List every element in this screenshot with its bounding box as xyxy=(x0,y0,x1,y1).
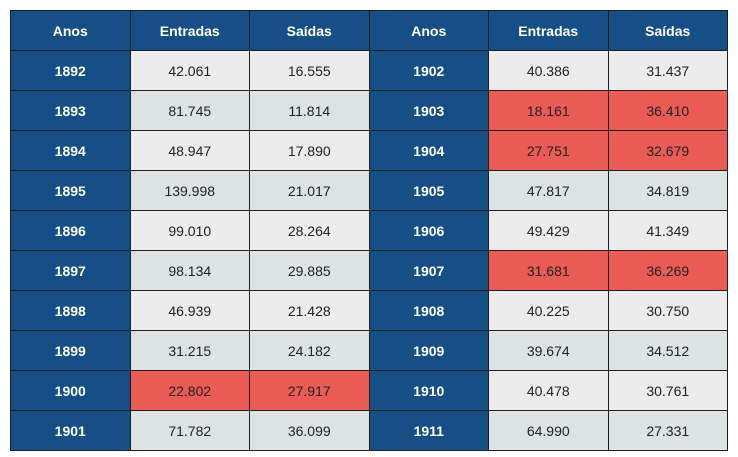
entradas-cell: 71.782 xyxy=(129,410,250,451)
entradas-cell: 27.751 xyxy=(488,130,609,171)
saidas-cell: 36.410 xyxy=(607,90,728,131)
saidas-cell: 21.428 xyxy=(249,290,370,331)
table-row: 1897 98.134 29.885 1907 31.681 36.269 xyxy=(10,250,728,291)
saidas-cell: 34.512 xyxy=(607,330,728,371)
entradas-cell: 46.939 xyxy=(129,290,250,331)
year-cell: 1906 xyxy=(368,210,489,251)
table-row: 1894 48.947 17.890 1904 27.751 32.679 xyxy=(10,130,728,171)
entradas-cell: 18.161 xyxy=(488,90,609,131)
entradas-cell: 139.998 xyxy=(129,170,250,211)
entradas-cell: 42.061 xyxy=(129,50,250,91)
header-entradas: Entradas xyxy=(488,10,609,51)
saidas-cell: 21.017 xyxy=(249,170,370,211)
year-cell: 1908 xyxy=(368,290,489,331)
year-cell: 1911 xyxy=(368,410,489,451)
saidas-cell: 16.555 xyxy=(249,50,370,91)
saidas-cell: 27.331 xyxy=(607,410,728,451)
entradas-cell: 47.817 xyxy=(488,170,609,211)
entradas-cell: 64.990 xyxy=(488,410,609,451)
saidas-cell: 24.182 xyxy=(249,330,370,371)
saidas-cell: 17.890 xyxy=(249,130,370,171)
saidas-cell: 32.679 xyxy=(607,130,728,171)
year-cell: 1910 xyxy=(368,370,489,411)
entradas-cell: 22.802 xyxy=(129,370,250,411)
saidas-cell: 31.437 xyxy=(607,50,728,91)
header-saidas: Saídas xyxy=(249,10,370,51)
header-saidas: Saídas xyxy=(607,10,728,51)
saidas-cell: 27.917 xyxy=(249,370,370,411)
header-anos: Anos xyxy=(368,10,489,51)
year-cell: 1895 xyxy=(10,170,131,211)
entradas-cell: 31.681 xyxy=(488,250,609,291)
entradas-cell: 31.215 xyxy=(129,330,250,371)
immigration-table: Anos Entradas Saídas Anos Entradas Saída… xyxy=(10,10,728,451)
table-body: 1892 42.061 16.555 1902 40.386 31.437 1893 81.7… xyxy=(10,50,728,451)
saidas-cell: 29.885 xyxy=(249,250,370,291)
entradas-cell: 98.134 xyxy=(129,250,250,291)
entradas-cell: 40.478 xyxy=(488,370,609,411)
year-cell: 1903 xyxy=(368,90,489,131)
table-row: 1901 71.782 36.099 1911 64.990 27.331 xyxy=(10,410,728,451)
entradas-cell: 99.010 xyxy=(129,210,250,251)
saidas-cell: 36.269 xyxy=(607,250,728,291)
table-row: 1895 139.998 21.017 1905 47.817 34.819 xyxy=(10,170,728,211)
year-cell: 1899 xyxy=(10,330,131,371)
saidas-cell: 36.099 xyxy=(249,410,370,451)
year-cell: 1898 xyxy=(10,290,131,331)
year-cell: 1904 xyxy=(368,130,489,171)
saidas-cell: 30.761 xyxy=(607,370,728,411)
entradas-cell: 40.225 xyxy=(488,290,609,331)
saidas-cell: 41.349 xyxy=(607,210,728,251)
saidas-cell: 30.750 xyxy=(607,290,728,331)
saidas-cell: 11.814 xyxy=(249,90,370,131)
entradas-cell: 40.386 xyxy=(488,50,609,91)
year-cell: 1900 xyxy=(10,370,131,411)
entradas-cell: 81.745 xyxy=(129,90,250,131)
year-cell: 1896 xyxy=(10,210,131,251)
header-anos: Anos xyxy=(10,10,131,51)
saidas-cell: 34.819 xyxy=(607,170,728,211)
entradas-cell: 49.429 xyxy=(488,210,609,251)
year-cell: 1905 xyxy=(368,170,489,211)
year-cell: 1893 xyxy=(10,90,131,131)
year-cell: 1909 xyxy=(368,330,489,371)
year-cell: 1897 xyxy=(10,250,131,291)
table-row: 1892 42.061 16.555 1902 40.386 31.437 xyxy=(10,50,728,91)
entradas-cell: 48.947 xyxy=(129,130,250,171)
header-row: Anos Entradas Saídas Anos Entradas Saída… xyxy=(10,10,728,51)
entradas-cell: 39.674 xyxy=(488,330,609,371)
table-row: 1893 81.745 11.814 1903 18.161 36.410 xyxy=(10,90,728,131)
table-row: 1900 22.802 27.917 1910 40.478 30.761 xyxy=(10,370,728,411)
table-row: 1896 99.010 28.264 1906 49.429 41.349 xyxy=(10,210,728,251)
year-cell: 1902 xyxy=(368,50,489,91)
year-cell: 1907 xyxy=(368,250,489,291)
table-row: 1899 31.215 24.182 1909 39.674 34.512 xyxy=(10,330,728,371)
table-row: 1898 46.939 21.428 1908 40.225 30.750 xyxy=(10,290,728,331)
year-cell: 1894 xyxy=(10,130,131,171)
saidas-cell: 28.264 xyxy=(249,210,370,251)
year-cell: 1901 xyxy=(10,410,131,451)
year-cell: 1892 xyxy=(10,50,131,91)
header-entradas: Entradas xyxy=(129,10,250,51)
